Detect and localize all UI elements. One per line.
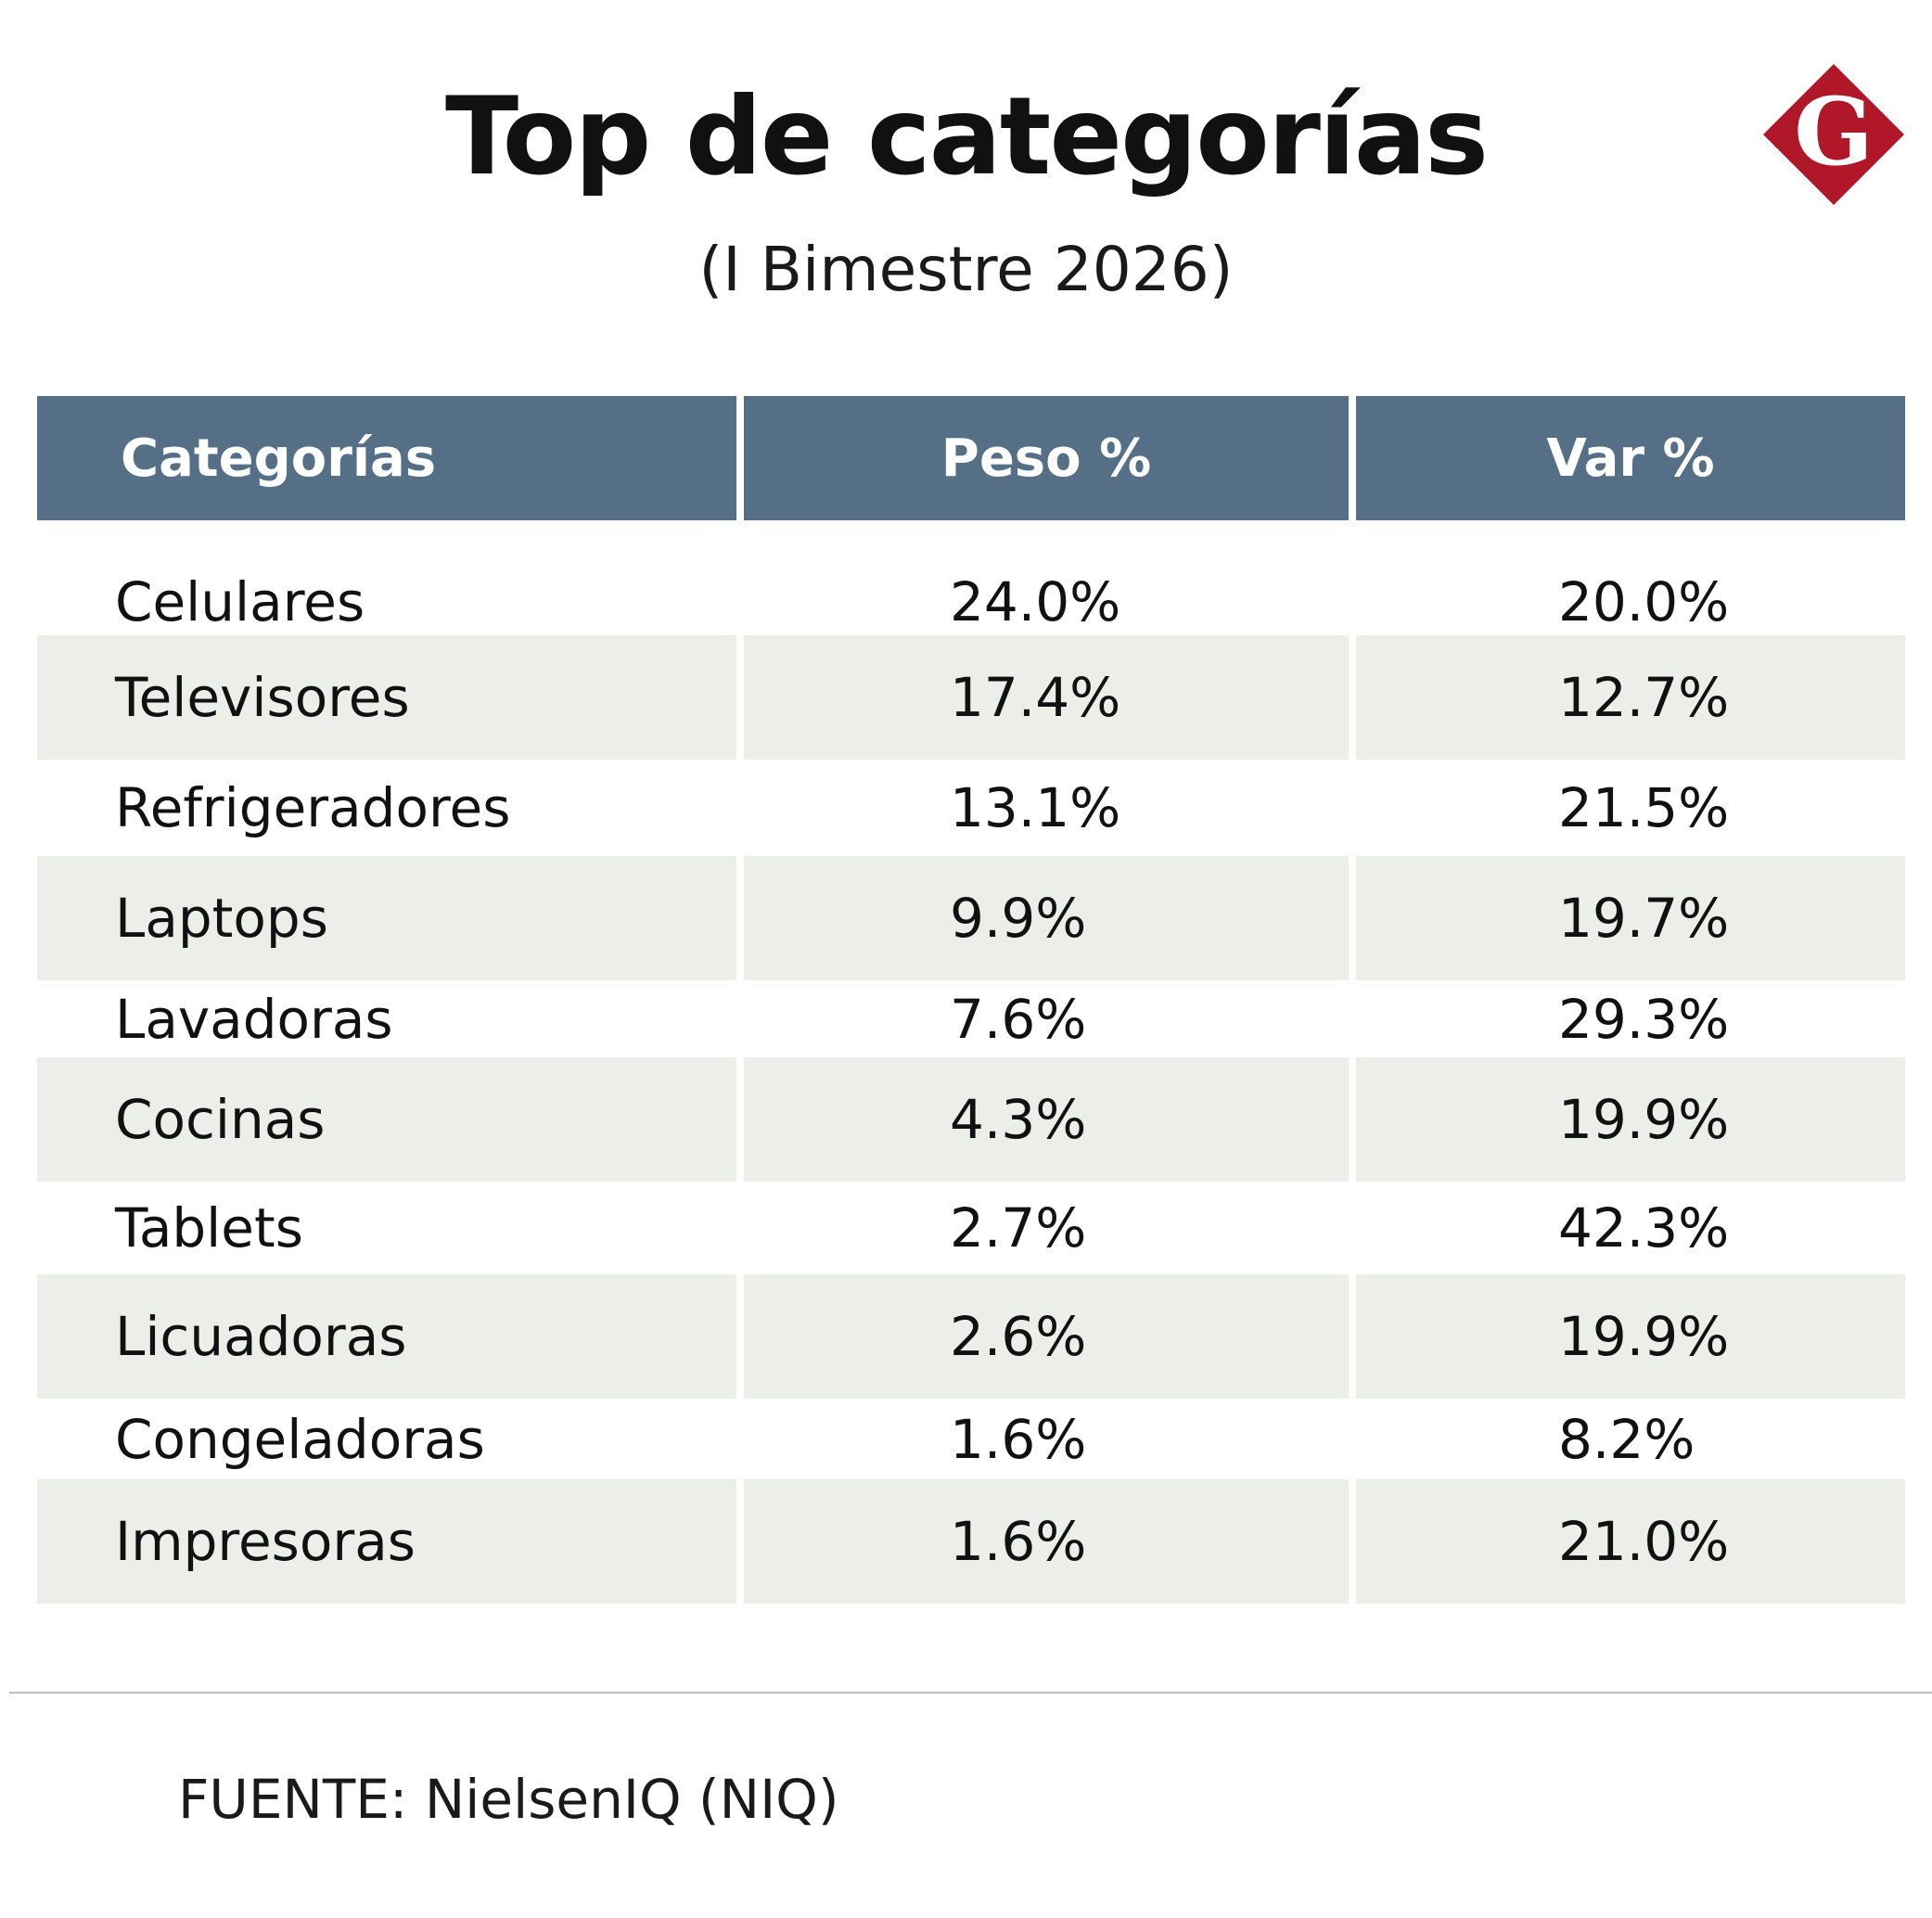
categories-table: Categorías Peso % Var % Celulares 24.0% 20… — [37, 396, 1905, 1604]
weight-cell: 7.6% — [950, 987, 1087, 1051]
category-cell: Impresoras — [37, 1479, 736, 1604]
variation-cell: 19.7% — [1356, 856, 1905, 980]
weight-cell: 13.1% — [950, 776, 1121, 839]
brand-logo: G — [1763, 64, 1904, 205]
column-header-category: Categorías — [37, 396, 736, 520]
logo-diamond — [1763, 64, 1904, 205]
table-row: Celulares 24.0% 20.0% — [37, 569, 1905, 635]
source-note: FUENTE: NielsenIQ (NIQ) — [178, 1768, 839, 1831]
table-row: Refrigeradores 13.1% 21.5% — [37, 760, 1905, 856]
table-row: Lavadoras 7.6% 29.3% — [37, 980, 1905, 1057]
table-row: Televisores 17.4% 12.7% — [37, 635, 1905, 760]
weight-cell: 4.3% — [744, 1057, 1349, 1182]
variation-cell: 19.9% — [1356, 1274, 1905, 1399]
table-row: Cocinas 4.3% 19.9% — [37, 1057, 1905, 1182]
variation-cell: 21.0% — [1356, 1479, 1905, 1604]
weight-cell: 17.4% — [744, 635, 1349, 760]
category-cell: Licuadoras — [37, 1274, 736, 1399]
chart-title: Top de categorías — [444, 74, 1489, 199]
table-row: Tablets 2.7% 42.3% — [37, 1182, 1905, 1274]
footer-divider — [9, 1692, 1932, 1694]
weight-cell: 1.6% — [950, 1407, 1087, 1471]
table-row: Congeladoras 1.6% 8.2% — [37, 1399, 1905, 1479]
category-cell: Celulares — [115, 570, 365, 633]
variation-cell: 29.3% — [1558, 987, 1730, 1051]
variation-cell: 8.2% — [1558, 1407, 1695, 1471]
variation-cell: 42.3% — [1558, 1196, 1730, 1259]
table-row: Laptops 9.9% 19.7% — [37, 856, 1905, 980]
table-body: Celulares 24.0% 20.0% Televisores 17.4% 12.7%… — [37, 569, 1905, 1604]
category-cell: Congeladoras — [115, 1407, 485, 1471]
category-cell: Laptops — [37, 856, 736, 980]
category-cell: Cocinas — [37, 1057, 736, 1182]
logo-letter: G — [1794, 77, 1873, 186]
variation-cell: 21.5% — [1558, 776, 1730, 839]
variation-cell: 19.9% — [1356, 1057, 1905, 1182]
weight-cell: 2.6% — [744, 1274, 1349, 1399]
weight-cell: 2.7% — [950, 1196, 1087, 1259]
weight-cell: 9.9% — [744, 856, 1349, 980]
category-cell: Refrigeradores — [115, 776, 511, 839]
category-cell: Tablets — [115, 1196, 303, 1259]
category-cell: Lavadoras — [115, 987, 393, 1051]
weight-cell: 1.6% — [744, 1479, 1349, 1604]
category-cell: Televisores — [37, 635, 736, 760]
variation-cell: 20.0% — [1558, 570, 1730, 633]
column-header-weight: Peso % — [744, 396, 1349, 520]
chart-subtitle: (I Bimestre 2026) — [698, 234, 1234, 305]
variation-cell: 12.7% — [1356, 635, 1905, 760]
table-row: Impresoras 1.6% 21.0% — [37, 1479, 1905, 1604]
column-header-variation: Var % — [1356, 396, 1905, 520]
table-header: Categorías Peso % Var % — [37, 396, 1905, 520]
table-row: Licuadoras 2.6% 19.9% — [37, 1274, 1905, 1399]
weight-cell: 24.0% — [950, 570, 1121, 633]
